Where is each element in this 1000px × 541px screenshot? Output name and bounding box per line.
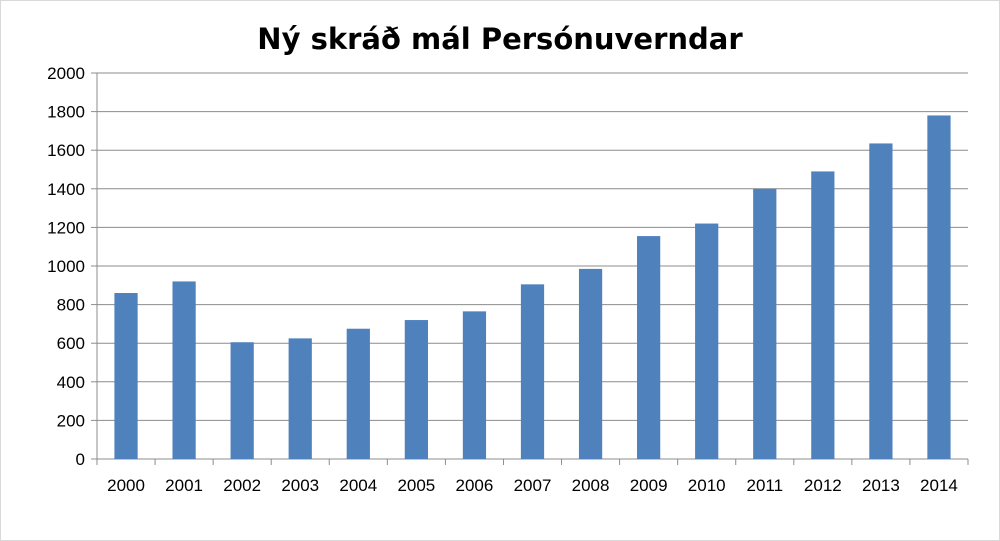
- bar: [462, 311, 487, 459]
- x-tick-label: 2007: [514, 476, 552, 495]
- y-tick-label: 800: [57, 296, 85, 315]
- x-tick-label: 2014: [920, 476, 958, 495]
- x-tick-label: 2003: [281, 476, 319, 495]
- y-tick-label: 1200: [47, 218, 85, 237]
- x-tick-label: 2013: [862, 476, 900, 495]
- bar: [172, 281, 196, 459]
- y-tick-label: 1400: [47, 180, 85, 199]
- x-tick-label: 2010: [688, 476, 726, 495]
- x-tick-label: 2009: [630, 476, 668, 495]
- bar: [927, 115, 951, 460]
- y-tick-label: 1000: [47, 257, 85, 276]
- bar: [288, 338, 312, 459]
- x-tick-label: 2012: [804, 476, 842, 495]
- bar: [753, 188, 777, 460]
- y-tick-label: 200: [57, 411, 85, 430]
- bar: [811, 171, 835, 459]
- bar: [114, 293, 138, 459]
- bar: [404, 320, 428, 459]
- bar: [230, 342, 254, 459]
- x-tick-label: 2004: [339, 476, 377, 495]
- y-tick-label: 1600: [47, 141, 85, 160]
- x-tick-label: 2006: [456, 476, 494, 495]
- bar: [695, 223, 719, 459]
- x-tick-label: 2005: [397, 476, 435, 495]
- x-tick-label: 2000: [107, 476, 145, 495]
- x-tick-label: 2008: [572, 476, 610, 495]
- y-tick-label: 0: [76, 450, 85, 469]
- bar: [520, 284, 545, 459]
- x-tick-label: 2002: [223, 476, 261, 495]
- y-tick-label: 600: [57, 334, 85, 353]
- bar: [346, 328, 370, 459]
- bar: [869, 143, 893, 459]
- x-tick-label: 2001: [165, 476, 203, 495]
- y-tick-label: 2000: [47, 64, 85, 83]
- bar: [637, 236, 661, 459]
- bar: [578, 268, 603, 459]
- y-tick-label: 1800: [47, 103, 85, 122]
- chart-title: Ný skráð mál Persónuverndar: [257, 22, 743, 56]
- x-tick-label: 2011: [746, 476, 783, 495]
- y-tick-label: 400: [57, 373, 85, 392]
